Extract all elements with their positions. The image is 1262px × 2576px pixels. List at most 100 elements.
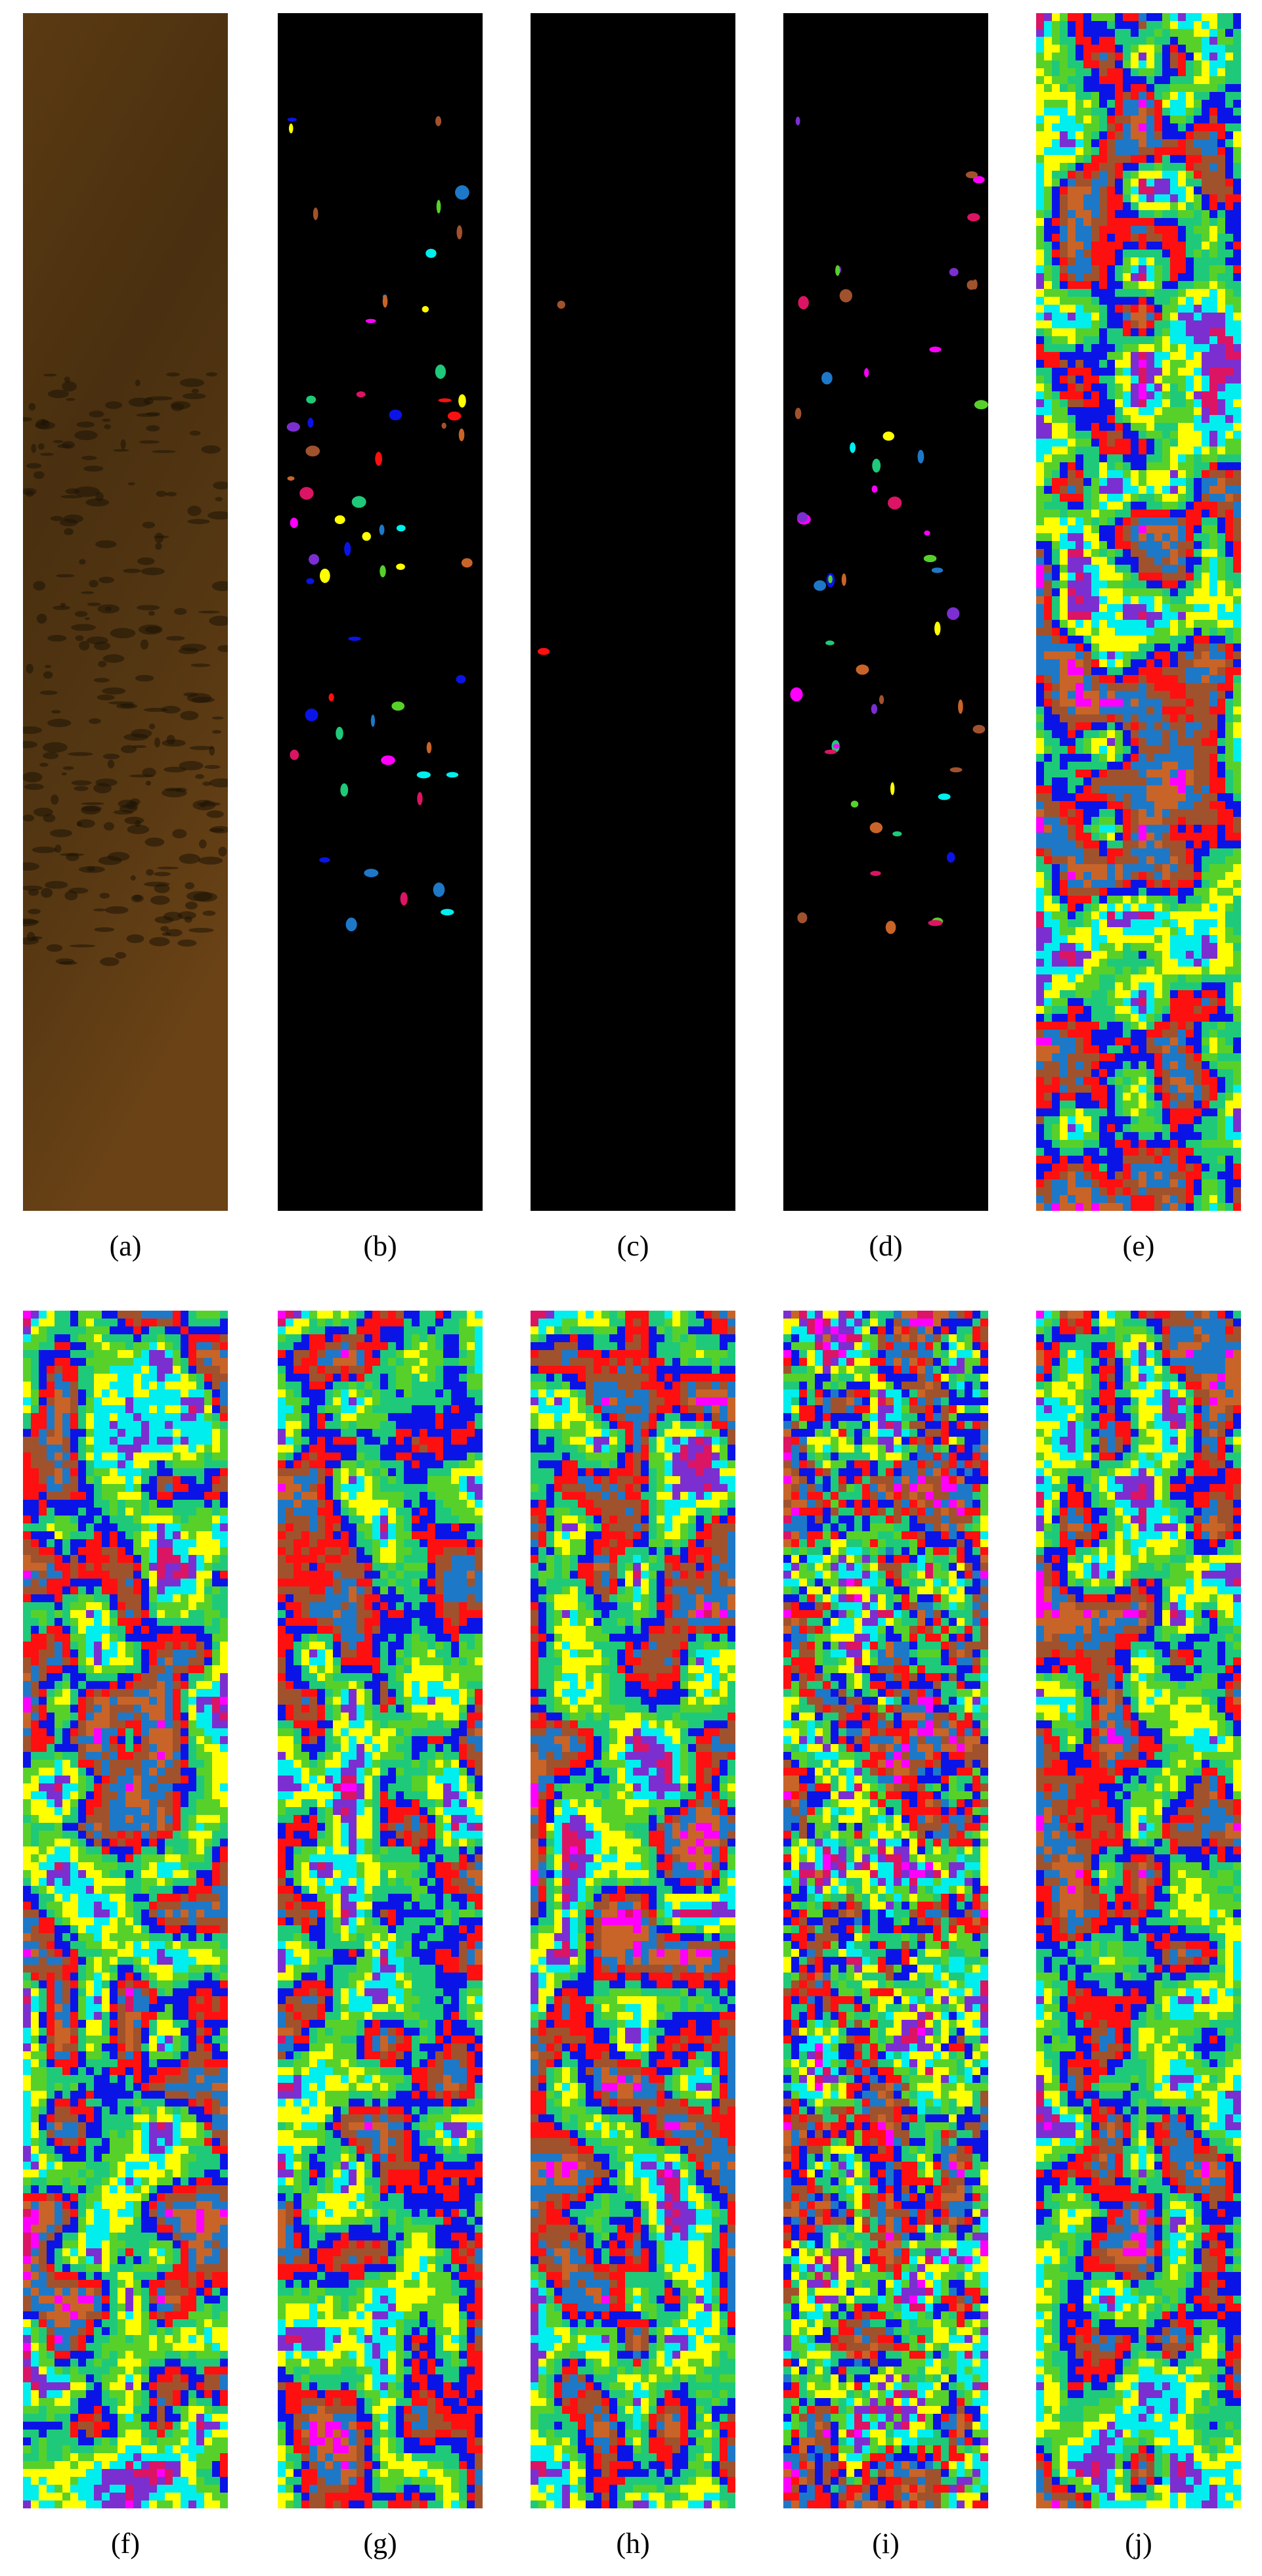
- class-pixel: [1060, 620, 1068, 628]
- class-pixel: [1099, 328, 1107, 336]
- class-pixel: [1044, 431, 1052, 439]
- class-pixel: [1068, 856, 1076, 864]
- class-pixel: [1233, 911, 1241, 919]
- class-pixel: [1146, 699, 1154, 707]
- class-pixel: [1131, 754, 1139, 762]
- class-pixel: [1115, 982, 1123, 990]
- class-pixel: [1123, 1061, 1131, 1069]
- class-pixel: [1139, 360, 1146, 368]
- labeled-sample: [879, 695, 884, 705]
- class-pixel: [1099, 951, 1107, 959]
- class-pixel: [1178, 116, 1186, 123]
- class-pixel: [62, 1452, 70, 1460]
- class-pixel: [1099, 502, 1107, 510]
- class-pixel: [141, 1358, 149, 1366]
- class-pixel: [1060, 423, 1068, 431]
- class-pixel: [54, 1429, 62, 1437]
- class-pixel: [1170, 100, 1178, 108]
- class-pixel: [1036, 462, 1044, 470]
- class-pixel: [1083, 974, 1091, 982]
- class-pixel: [1123, 281, 1131, 289]
- class-pixel: [1154, 305, 1162, 313]
- class-pixel: [1115, 525, 1123, 533]
- class-pixel: [1194, 84, 1202, 92]
- class-pixel: [1052, 667, 1060, 675]
- class-pixel: [1233, 1022, 1241, 1030]
- class-pixel: [1115, 29, 1123, 37]
- class-pixel: [1154, 147, 1162, 155]
- dark-patch: [23, 885, 43, 891]
- class-pixel: [1209, 234, 1217, 242]
- class-pixel: [1217, 707, 1225, 714]
- class-pixel: [1107, 76, 1115, 84]
- class-pixel: [1044, 541, 1052, 549]
- class-pixel: [1217, 1156, 1225, 1164]
- class-pixel: [1217, 1022, 1225, 1030]
- class-pixel: [1068, 45, 1076, 53]
- class-pixel: [1076, 1156, 1083, 1164]
- class-pixel: [1209, 801, 1217, 809]
- class-pixel: [173, 1452, 181, 1460]
- class-pixel: [1076, 1085, 1083, 1093]
- class-pixel: [1170, 549, 1178, 557]
- class-pixel: [1225, 541, 1233, 549]
- class-pixel: [1170, 1061, 1178, 1069]
- class-pixel: [1091, 478, 1099, 486]
- class-pixel: [1076, 320, 1083, 328]
- class-pixel: [1083, 37, 1091, 45]
- class-pixel: [1178, 344, 1186, 352]
- class-pixel: [1083, 864, 1091, 872]
- class-pixel: [1178, 502, 1186, 510]
- class-pixel: [1162, 352, 1170, 360]
- class-pixel: [1099, 777, 1107, 785]
- class-pixel: [78, 1405, 86, 1413]
- class-pixel: [1170, 1022, 1178, 1030]
- class-pixel: [1194, 1101, 1202, 1108]
- class-pixel: [1209, 470, 1217, 478]
- class-pixel: [110, 1342, 118, 1350]
- class-pixel: [1123, 313, 1131, 320]
- class-pixel: [1233, 100, 1241, 108]
- class-pixel: [102, 1492, 110, 1500]
- class-pixel: [1068, 864, 1076, 872]
- class-pixel: [1036, 1006, 1044, 1014]
- class-pixel: [1083, 242, 1091, 250]
- class-pixel: [1170, 68, 1178, 76]
- class-pixel: [1217, 1085, 1225, 1093]
- class-pixel: [181, 1342, 188, 1350]
- class-pixel: [1178, 1053, 1186, 1061]
- class-pixel: [1044, 604, 1052, 612]
- class-pixel: [1209, 675, 1217, 683]
- class-pixel: [1178, 147, 1186, 155]
- class-pixel: [1154, 68, 1162, 76]
- class-pixel: [1123, 1053, 1131, 1061]
- class-pixel: [1060, 1030, 1068, 1037]
- class-pixel: [78, 1311, 86, 1319]
- class-pixel: [1099, 60, 1107, 68]
- class-pixel: [1131, 817, 1139, 825]
- class-pixel: [1052, 60, 1060, 68]
- class-pixel: [1170, 1077, 1178, 1085]
- class-pixel: [1194, 691, 1202, 699]
- class-pixel: [1154, 974, 1162, 982]
- class-pixel: [1107, 116, 1115, 123]
- class-pixel: [1139, 580, 1146, 588]
- class-pixel: [1178, 998, 1186, 1006]
- class-pixel: [1068, 84, 1076, 92]
- class-pixel: [31, 1468, 39, 1476]
- class-pixel: [1186, 297, 1194, 305]
- class-pixel: [141, 1405, 149, 1413]
- class-pixel: [31, 1429, 39, 1437]
- class-pixel: [1146, 352, 1154, 360]
- class-pixel: [31, 1389, 39, 1397]
- class-pixel: [1083, 470, 1091, 478]
- class-pixel: [39, 1366, 47, 1374]
- class-pixel: [1170, 76, 1178, 84]
- class-pixel: [188, 1342, 196, 1350]
- dark-patch: [157, 866, 179, 869]
- class-pixel: [1131, 959, 1139, 967]
- class-pixel: [1107, 754, 1115, 762]
- class-pixel: [1170, 431, 1178, 439]
- class-pixel: [1202, 738, 1209, 746]
- class-pixel: [1170, 1203, 1178, 1211]
